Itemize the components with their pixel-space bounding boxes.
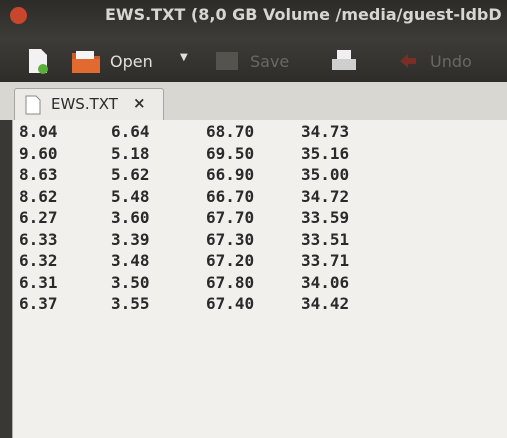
cell: 8.63 (19, 165, 58, 184)
cell: 33.51 (301, 230, 349, 249)
cell: 33.59 (301, 208, 349, 227)
cell: 3.55 (111, 294, 150, 313)
tab-label: EWS.TXT (51, 95, 118, 113)
cell: 34.73 (301, 122, 349, 141)
cell: 3.39 (111, 230, 150, 249)
close-button[interactable] (10, 7, 27, 24)
cell: 69.50 (206, 144, 254, 163)
tab[interactable]: EWS.TXT × (14, 88, 164, 120)
text-area[interactable]: 8.04 6.64 68.70 34.73 9.60 5.18 69.50 35.16 8.63… (12, 120, 507, 438)
cell: 3.60 (111, 208, 150, 227)
title-bar: EWS.TXT (8,0 GB Volume /media/guest-ldbD (0, 0, 507, 40)
cell: 33.71 (301, 251, 349, 270)
cell: 34.72 (301, 187, 349, 206)
undo-icon (398, 52, 420, 70)
cell: 35.00 (301, 165, 349, 184)
toolbar: Open ▼ Save Undo (0, 40, 507, 82)
open-button[interactable]: Open (110, 52, 153, 71)
cell: 6.64 (111, 122, 150, 141)
cell: 67.30 (206, 230, 254, 249)
cell: 6.31 (19, 273, 58, 292)
cell: 67.80 (206, 273, 254, 292)
cell: 66.90 (206, 165, 254, 184)
cell: 67.70 (206, 208, 254, 227)
screen: EWS.TXT (8,0 GB Volume /media/guest-ldbD… (0, 0, 507, 438)
cell: 5.18 (111, 144, 150, 163)
undo-button: Undo (430, 52, 472, 71)
cell: 5.62 (111, 165, 150, 184)
cell: 34.06 (301, 273, 349, 292)
cell: 5.48 (111, 187, 150, 206)
print-icon[interactable] (330, 48, 358, 74)
cell: 67.40 (206, 294, 254, 313)
doc-icon (25, 95, 41, 115)
open-dropdown[interactable]: ▼ (180, 52, 188, 63)
cell: 8.04 (19, 122, 58, 141)
cell: 68.70 (206, 122, 254, 141)
cell: 6.33 (19, 230, 58, 249)
window-title: EWS.TXT (8,0 GB Volume /media/guest-ldbD (105, 5, 502, 24)
cell: 8.62 (19, 187, 58, 206)
save-icon (214, 49, 240, 73)
tab-close[interactable]: × (133, 94, 146, 112)
new-icon[interactable] (26, 47, 50, 75)
open-icon[interactable] (70, 49, 102, 75)
cell: 35.16 (301, 144, 349, 163)
cell: 6.27 (19, 208, 58, 227)
cell: 6.32 (19, 251, 58, 270)
cell: 34.42 (301, 294, 349, 313)
cell: 3.48 (111, 251, 150, 270)
cell: 3.50 (111, 273, 150, 292)
save-button: Save (250, 52, 289, 71)
cell: 66.70 (206, 187, 254, 206)
cell: 6.37 (19, 294, 58, 313)
cell: 67.20 (206, 251, 254, 270)
cell: 9.60 (19, 144, 58, 163)
